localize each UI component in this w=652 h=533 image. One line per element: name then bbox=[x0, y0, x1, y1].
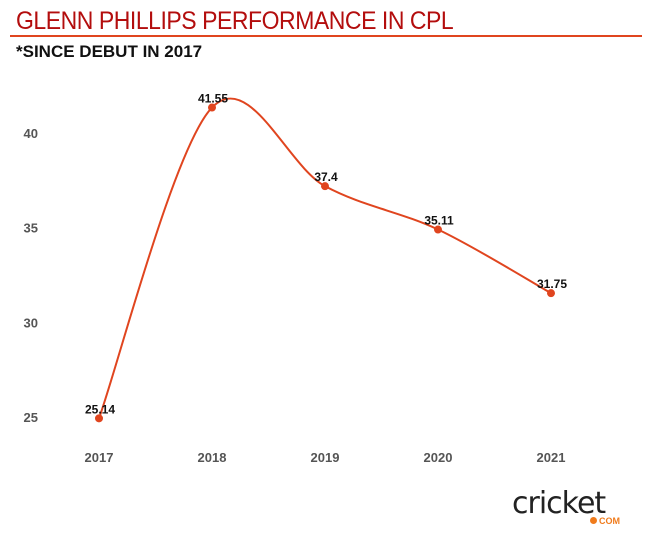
x-tick-label: 2020 bbox=[424, 450, 453, 465]
x-tick-label: 2019 bbox=[311, 450, 340, 465]
series-line bbox=[98, 97, 552, 419]
data-point bbox=[434, 225, 442, 234]
x-tick-label: 2021 bbox=[537, 450, 566, 465]
y-tick-label: 25 bbox=[24, 410, 38, 425]
chart-subtitle: *SINCE DEBUT IN 2017 bbox=[16, 42, 203, 61]
x-tick-label: 2018 bbox=[198, 450, 227, 465]
logo-dot-icon bbox=[590, 517, 597, 524]
data-label: 41.55 bbox=[198, 92, 228, 106]
data-label: 35.11 bbox=[424, 214, 454, 228]
data-point bbox=[95, 414, 103, 423]
y-tick-label: 35 bbox=[24, 221, 38, 236]
y-tick-label: 40 bbox=[24, 126, 38, 141]
logo-text: cricket bbox=[512, 486, 606, 521]
title-divider bbox=[10, 35, 642, 37]
data-label: 37.4 bbox=[314, 170, 338, 184]
data-point bbox=[547, 289, 555, 298]
logo-suffix: COM bbox=[590, 516, 620, 526]
data-point bbox=[321, 182, 329, 191]
data-label: 25.14 bbox=[85, 402, 115, 416]
chart-title: GLENN PHILLIPS PERFORMANCE IN CPL bbox=[16, 7, 454, 35]
x-tick-label: 2017 bbox=[85, 450, 114, 465]
cricket-com-logo: cricket COM bbox=[512, 486, 620, 526]
data-label: 31.75 bbox=[537, 277, 567, 291]
logo-suffix-text: COM bbox=[599, 516, 620, 526]
y-tick-label: 30 bbox=[24, 315, 38, 330]
data-point bbox=[208, 103, 216, 112]
